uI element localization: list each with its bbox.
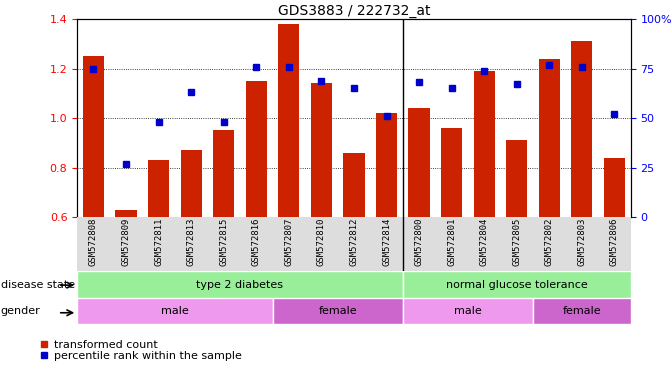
Text: GSM572816: GSM572816 [252, 218, 261, 266]
Bar [474, 71, 495, 217]
Text: GSM572814: GSM572814 [382, 218, 391, 266]
Bar [403, 271, 631, 298]
Text: GSM572800: GSM572800 [415, 218, 423, 266]
Text: GSM572810: GSM572810 [317, 218, 326, 266]
Bar [376, 113, 397, 217]
Text: male: male [161, 306, 189, 316]
Bar [344, 153, 364, 217]
Legend: transformed count, percentile rank within the sample: transformed count, percentile rank withi… [39, 339, 242, 361]
Text: normal glucose tolerance: normal glucose tolerance [446, 280, 588, 290]
Bar [272, 298, 403, 324]
Text: GSM572805: GSM572805 [512, 218, 521, 266]
Bar [180, 150, 202, 217]
Text: male: male [454, 306, 482, 316]
Text: GSM572802: GSM572802 [545, 218, 554, 266]
Text: GSM572815: GSM572815 [219, 218, 228, 266]
Bar [604, 158, 625, 217]
Bar [409, 108, 429, 217]
Bar [213, 131, 234, 217]
Text: GSM572808: GSM572808 [89, 218, 98, 266]
Text: GSM572809: GSM572809 [121, 218, 131, 266]
Bar [77, 298, 272, 324]
Text: GSM572811: GSM572811 [154, 218, 163, 266]
Text: disease state: disease state [1, 280, 74, 290]
Bar [506, 140, 527, 217]
Text: GSM572806: GSM572806 [610, 218, 619, 266]
Bar [539, 59, 560, 217]
Bar [278, 24, 299, 217]
Title: GDS3883 / 222732_at: GDS3883 / 222732_at [278, 4, 430, 18]
Bar [311, 83, 332, 217]
Bar [115, 210, 137, 217]
Text: GSM572803: GSM572803 [577, 218, 586, 266]
Text: GSM572801: GSM572801 [447, 218, 456, 266]
Bar [77, 271, 403, 298]
Text: female: female [562, 306, 601, 316]
Text: type 2 diabetes: type 2 diabetes [197, 280, 283, 290]
Bar [148, 160, 169, 217]
Text: GSM572813: GSM572813 [187, 218, 196, 266]
Bar [403, 298, 533, 324]
Text: female: female [318, 306, 357, 316]
Text: GSM572807: GSM572807 [285, 218, 293, 266]
Bar [571, 41, 592, 217]
Bar [441, 128, 462, 217]
Bar [533, 298, 631, 324]
Bar [246, 81, 267, 217]
Bar [83, 56, 104, 217]
Text: gender: gender [1, 306, 40, 316]
Text: GSM572812: GSM572812 [350, 218, 358, 266]
Text: GSM572804: GSM572804 [480, 218, 488, 266]
